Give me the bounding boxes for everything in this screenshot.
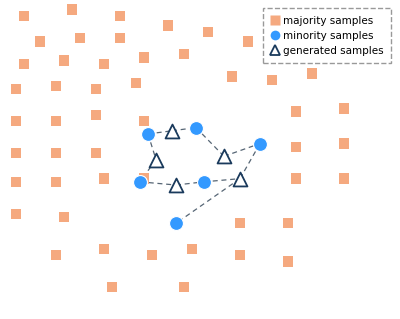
Point (173, 221, 179, 226)
Point (341, 106, 347, 111)
Point (269, 77, 275, 82)
Point (245, 39, 251, 44)
Point (13, 179, 19, 184)
Point (193, 125, 199, 130)
Point (21, 13, 27, 19)
Point (117, 36, 123, 41)
Point (13, 211, 19, 216)
Point (109, 285, 115, 290)
Point (21, 61, 27, 66)
Point (229, 74, 235, 79)
Point (201, 179, 207, 184)
Point (101, 246, 107, 251)
Point (101, 176, 107, 181)
Point (141, 55, 147, 60)
Point (189, 246, 195, 251)
Point (153, 157, 159, 162)
Point (169, 128, 175, 133)
Point (133, 80, 139, 85)
Point (13, 87, 19, 92)
Point (53, 119, 59, 124)
Point (149, 253, 155, 258)
Point (341, 141, 347, 146)
Point (141, 176, 147, 181)
Point (93, 87, 99, 92)
Point (13, 119, 19, 124)
Point (237, 221, 243, 226)
Point (141, 119, 147, 124)
Point (237, 176, 243, 181)
Point (173, 182, 179, 188)
Point (309, 71, 315, 76)
Point (293, 144, 299, 149)
Point (93, 151, 99, 156)
Point (285, 221, 291, 226)
Point (53, 179, 59, 184)
Point (53, 151, 59, 156)
Point (37, 39, 43, 44)
Point (293, 109, 299, 114)
Point (61, 58, 67, 63)
Point (101, 61, 107, 66)
Point (237, 253, 243, 258)
Point (77, 36, 83, 41)
Point (165, 23, 171, 28)
Point (181, 285, 187, 290)
Legend: majority samples, minority samples, generated samples: majority samples, minority samples, gene… (263, 8, 391, 63)
Point (145, 131, 151, 137)
Point (13, 151, 19, 156)
Point (53, 84, 59, 89)
Point (181, 52, 187, 57)
Point (341, 176, 347, 181)
Point (53, 253, 59, 258)
Point (93, 112, 99, 117)
Point (137, 179, 143, 184)
Point (293, 176, 299, 181)
Point (117, 13, 123, 19)
Point (205, 29, 211, 34)
Point (69, 7, 75, 12)
Point (257, 141, 263, 146)
Point (61, 214, 67, 219)
Point (221, 154, 227, 159)
Point (285, 259, 291, 264)
